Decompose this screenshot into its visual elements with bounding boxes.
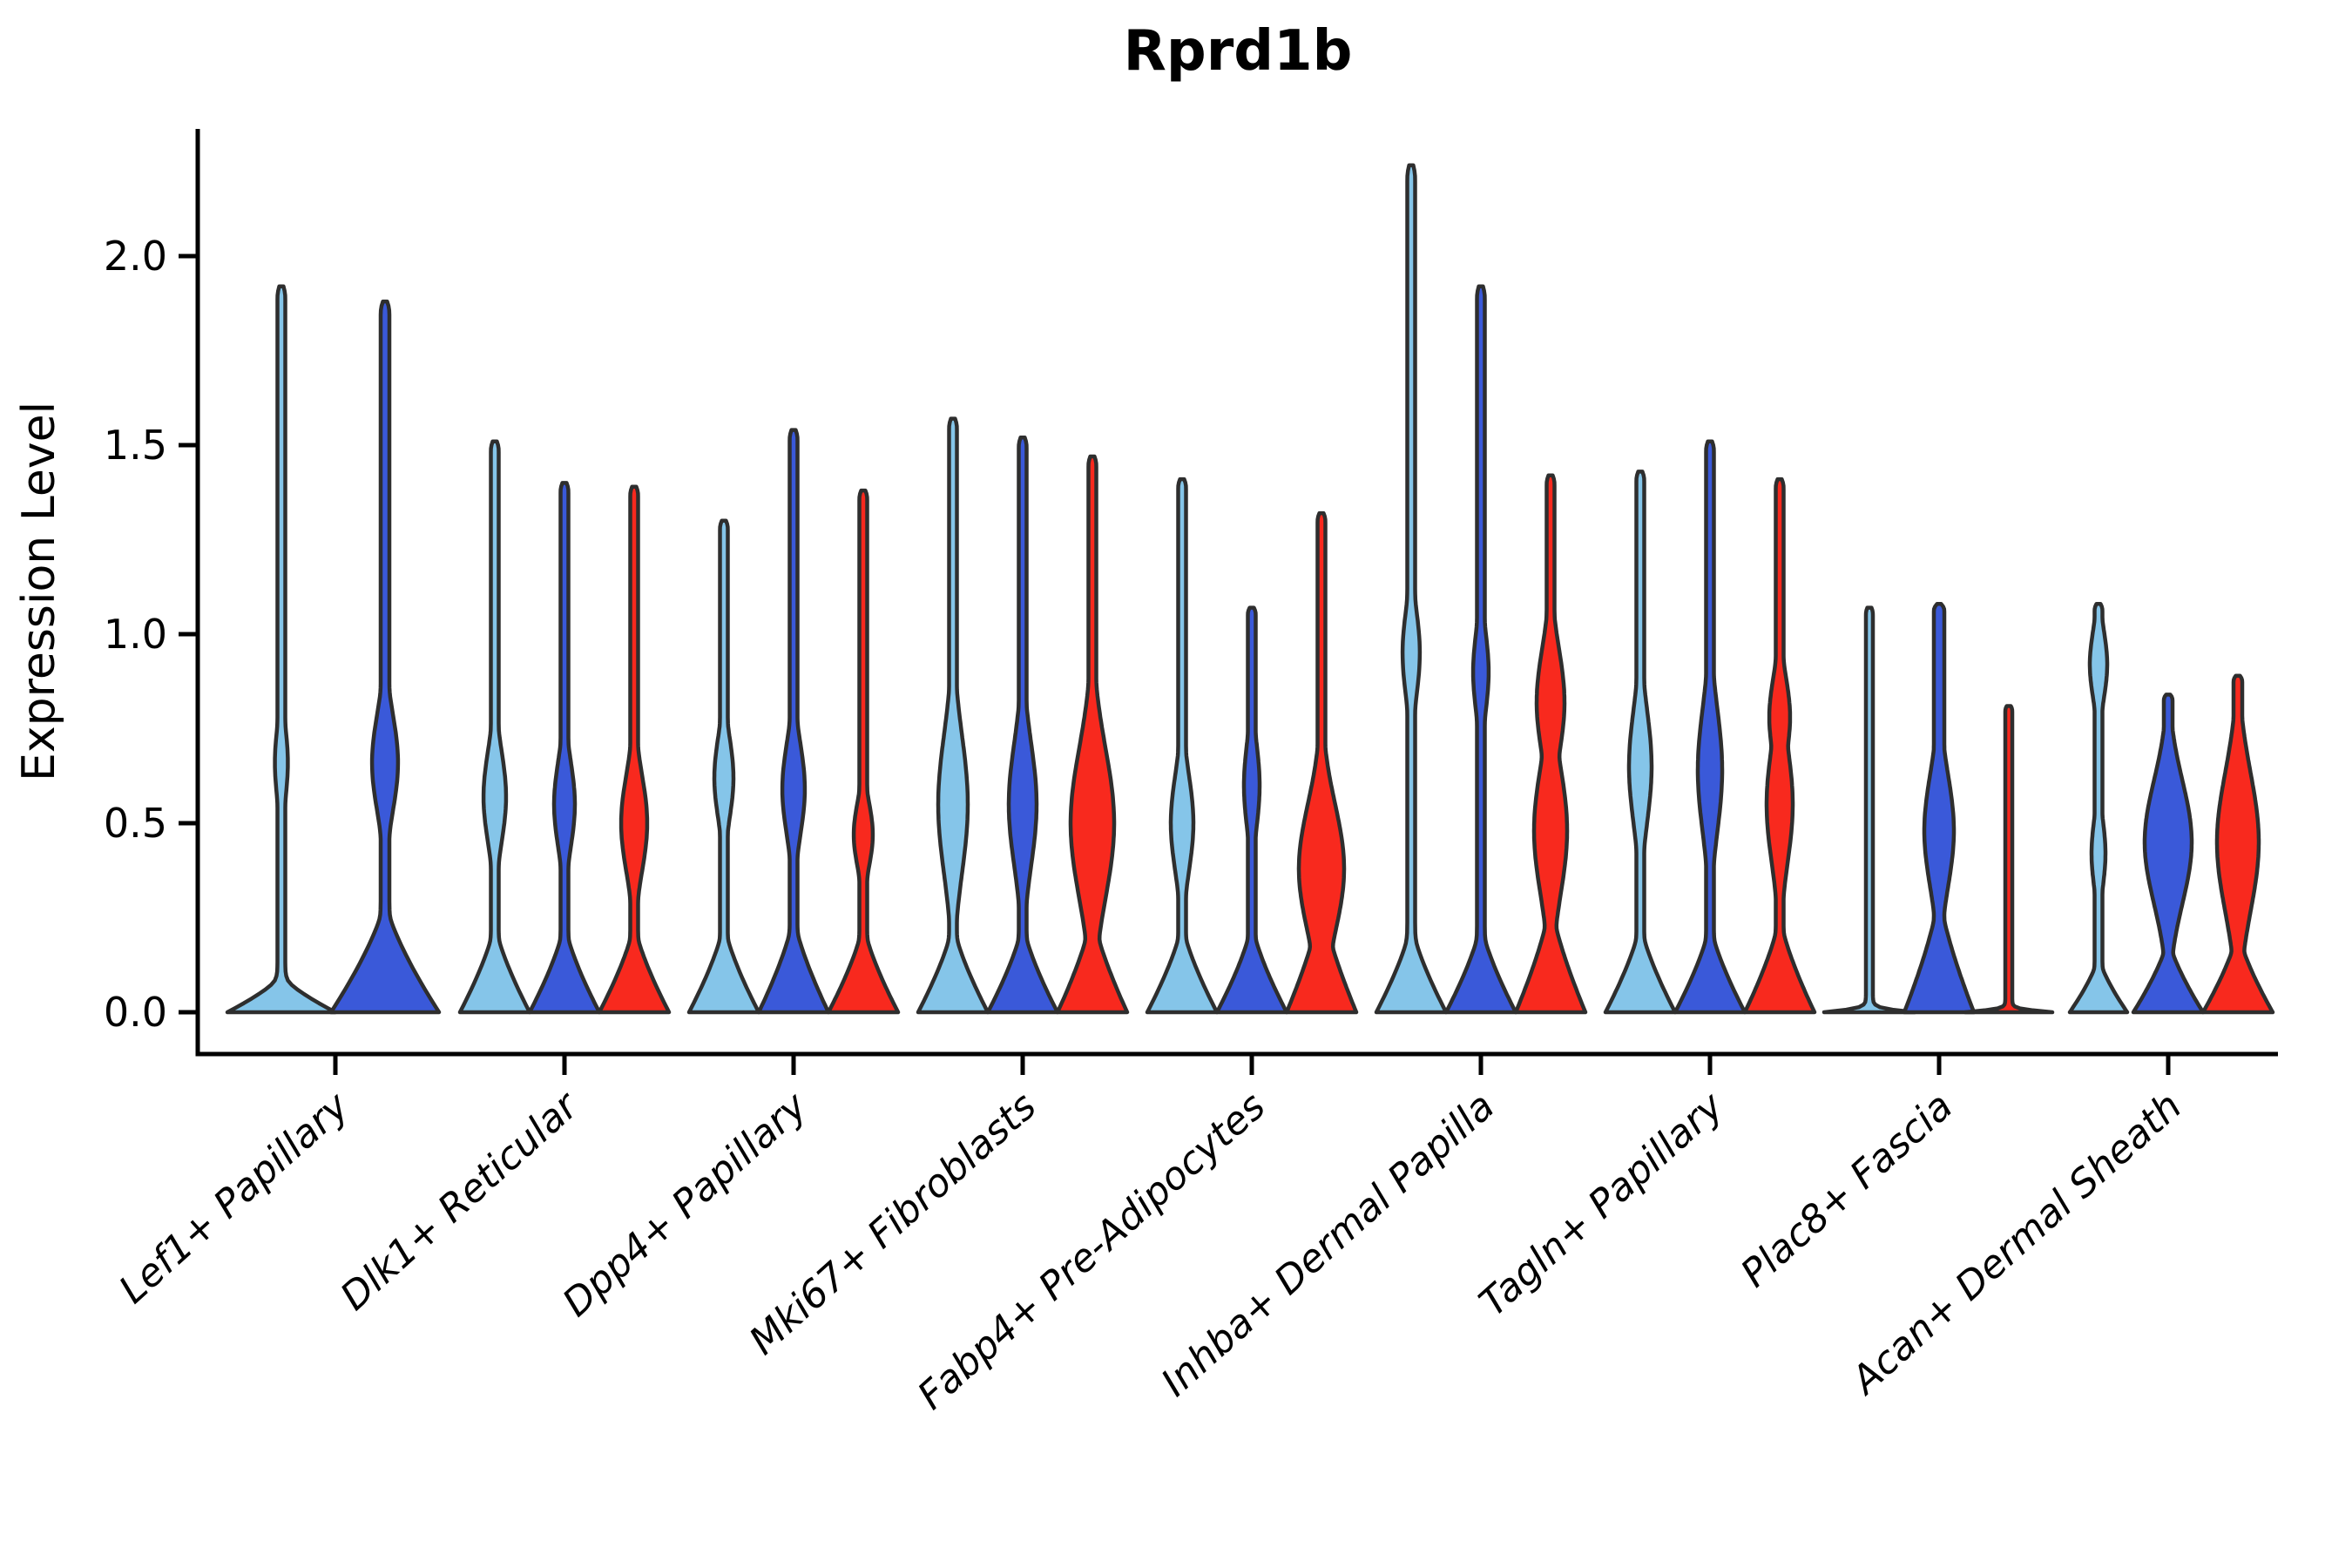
x-tick-label: Lef1+ Papillary [111,1084,358,1313]
violin-blue [527,481,602,1015]
x-tick-label: Dpp4+ Papillary [554,1084,816,1326]
violin-light_blue [916,416,990,1015]
violin-blue [756,428,831,1015]
violin-blue [985,436,1060,1015]
violin-light_blue [1374,163,1449,1015]
violin-red [1284,510,1359,1015]
violins [225,163,2275,1015]
violin-blue [328,299,442,1015]
y-tick-label: 0.5 [104,800,167,847]
violin-light_blue [225,284,338,1015]
violin-red [1963,704,2055,1015]
violin-light_blue [2067,602,2130,1015]
y-tick-label: 1.0 [104,611,167,658]
chart-title: Rprd1b [1124,19,1353,84]
violin-red [1742,476,1817,1015]
y-tick-label: 2.0 [104,233,167,280]
violin-light_blue [1603,470,1678,1015]
x-tick-label: Dlk1+ Reticular [332,1082,588,1319]
x-tick-label: Tagln+ Papillary [1471,1084,1733,1326]
y-tick-label: 1.5 [104,422,167,469]
violin-red [826,488,901,1015]
violin-blue [1673,439,1747,1015]
violin-red [1055,454,1130,1015]
violin-light_blue [1145,476,1220,1015]
x-tick-label: Plac8+ Fascia [1733,1084,1962,1296]
y-axis-label: Expression Level [13,402,65,781]
violin-light_blue [457,439,532,1015]
violin-blue [2131,693,2206,1015]
violin-blue [1443,284,1518,1015]
violin-light_blue [686,518,761,1015]
violin-red [2200,673,2275,1015]
violin-red [1513,473,1588,1015]
violin-red [597,484,672,1015]
violin-light_blue [1821,605,1917,1015]
y-tick-label: 0.0 [104,989,167,1036]
violin-blue [1214,605,1289,1015]
violin-blue [1902,602,1977,1015]
axis-spines [195,129,2278,1057]
